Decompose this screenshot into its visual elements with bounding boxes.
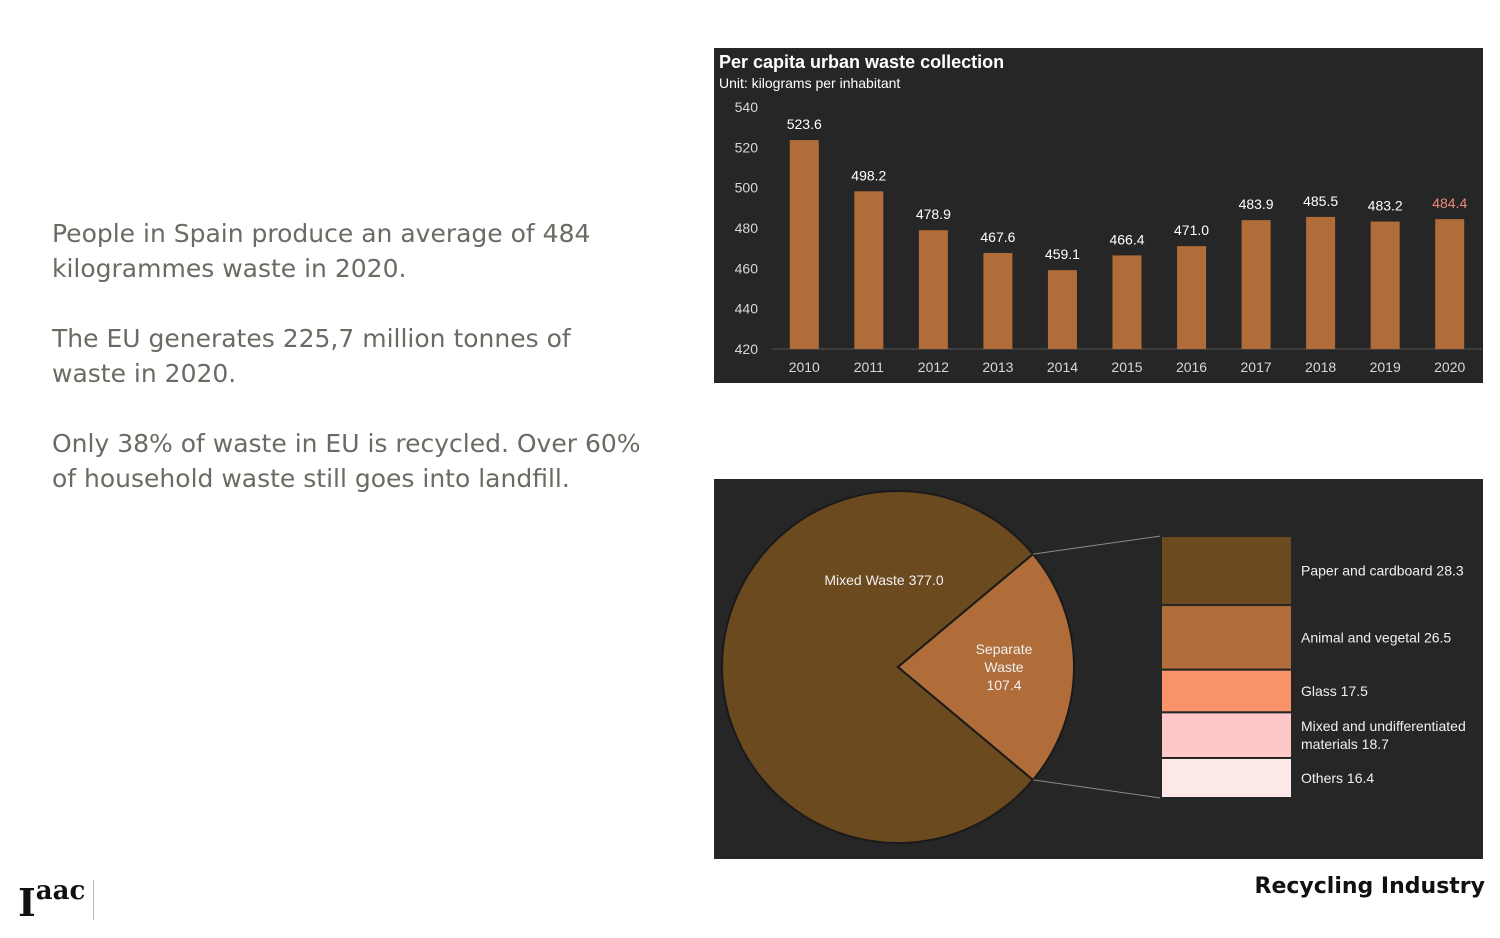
x-tick-label: 2018 xyxy=(1305,359,1336,375)
bar-2020 xyxy=(1435,219,1465,349)
pie-chart: Mixed Waste 377.0 Separate Waste 107.4 Paper… xyxy=(721,490,1466,844)
summary-text: People in Spain produce an average of 48… xyxy=(52,216,642,531)
breakdown-segment-4 xyxy=(1160,756,1293,800)
y-tick-label: 460 xyxy=(735,260,759,276)
breakdown-label: Others 16.4 xyxy=(1301,770,1374,786)
pie-label-mixed-waste: Mixed Waste 377.0 xyxy=(824,572,944,588)
bar-2017 xyxy=(1241,220,1271,349)
y-tick-label: 520 xyxy=(735,139,759,155)
x-tick-label: 2020 xyxy=(1434,359,1465,375)
breakdown-label: Mixed and undifferentiated xyxy=(1301,718,1466,734)
x-tick-label: 2010 xyxy=(789,359,820,375)
x-tick-label: 2014 xyxy=(1047,359,1078,375)
connector-line-bottom xyxy=(1032,779,1162,799)
bar-2018 xyxy=(1306,216,1336,349)
x-tick-label: 2013 xyxy=(982,359,1013,375)
bar-chart-title: Per capita urban waste collection xyxy=(719,52,1004,72)
x-tick-label: 2015 xyxy=(1111,359,1142,375)
bar-value-label: 478.9 xyxy=(916,206,951,222)
pie-slice-separate-waste xyxy=(896,552,1075,782)
bar-2013 xyxy=(983,253,1013,349)
breakdown-segment-0 xyxy=(1160,535,1293,607)
bar-value-label: 466.4 xyxy=(1109,231,1144,247)
bar-chart: Per capita urban waste collection Unit: k… xyxy=(719,52,1482,375)
bar-value-label: 471.0 xyxy=(1174,222,1209,238)
logo-letter: I xyxy=(18,880,36,925)
bar-2015 xyxy=(1112,255,1142,349)
bar-value-label: 484.4 xyxy=(1432,195,1467,211)
breakdown-label: Glass 17.5 xyxy=(1301,683,1368,699)
summary-paragraph-recycling: Only 38% of waste in EU is recycled. Ove… xyxy=(52,429,641,493)
x-tick-label: 2011 xyxy=(854,359,884,375)
pie-label-separate-waste: 107.4 xyxy=(986,677,1021,693)
bar-value-label: 467.6 xyxy=(980,229,1015,245)
breakdown-label: materials 18.7 xyxy=(1301,736,1389,752)
bar-value-label: 523.6 xyxy=(787,116,822,132)
breakdown-label: Paper and cardboard 28.3 xyxy=(1301,563,1464,579)
bar-value-label: 459.1 xyxy=(1045,246,1080,262)
breakdown-label: Animal and vegetal 26.5 xyxy=(1301,629,1451,645)
bar-2014 xyxy=(1047,270,1077,349)
bar-chart-subtitle: Unit: kilograms per inhabitant xyxy=(719,75,900,91)
bar-2016 xyxy=(1177,246,1207,349)
breakdown-segment-1 xyxy=(1160,604,1293,671)
breakdown-segment-3 xyxy=(1160,711,1293,759)
x-tick-label: 2017 xyxy=(1241,359,1272,375)
breakdown-segment-2 xyxy=(1160,668,1293,714)
y-tick-label: 420 xyxy=(735,341,759,357)
bar-2010 xyxy=(789,140,819,349)
y-tick-label: 480 xyxy=(735,220,759,236)
y-tick-label: 500 xyxy=(735,180,759,196)
bar-2011 xyxy=(854,191,884,349)
bar-value-label: 483.2 xyxy=(1368,198,1403,214)
bar-value-label: 498.2 xyxy=(851,167,886,183)
connector-line-top xyxy=(1032,535,1162,555)
bar-value-label: 483.9 xyxy=(1239,196,1274,212)
iaac-logo: Iaac xyxy=(18,876,95,925)
footer-title: Recycling Industry xyxy=(1254,874,1486,899)
bar-2012 xyxy=(918,230,948,349)
x-tick-label: 2019 xyxy=(1370,359,1401,375)
summary-paragraph-eu-tonnes: The EU generates 225,7 million tonnes of… xyxy=(52,324,571,388)
y-tick-label: 540 xyxy=(735,99,759,115)
pie-label-separate-waste: Waste xyxy=(984,659,1023,675)
pie-label-separate-waste: Separate xyxy=(976,641,1033,657)
y-tick-label: 440 xyxy=(735,301,759,317)
pie-slice-mixed-waste xyxy=(721,490,1035,844)
summary-paragraph-spain: People in Spain produce an average of 48… xyxy=(52,219,591,283)
logo-letters: aac xyxy=(35,876,86,906)
pie-chart-panel: Mixed Waste 377.0 Separate Waste 107.4 Paper… xyxy=(714,479,1483,859)
x-tick-label: 2012 xyxy=(918,359,949,375)
bar-2019 xyxy=(1370,221,1400,349)
x-tick-label: 2016 xyxy=(1176,359,1207,375)
bar-value-label: 485.5 xyxy=(1303,193,1338,209)
bar-chart-panel: Per capita urban waste collection Unit: k… xyxy=(714,48,1483,383)
